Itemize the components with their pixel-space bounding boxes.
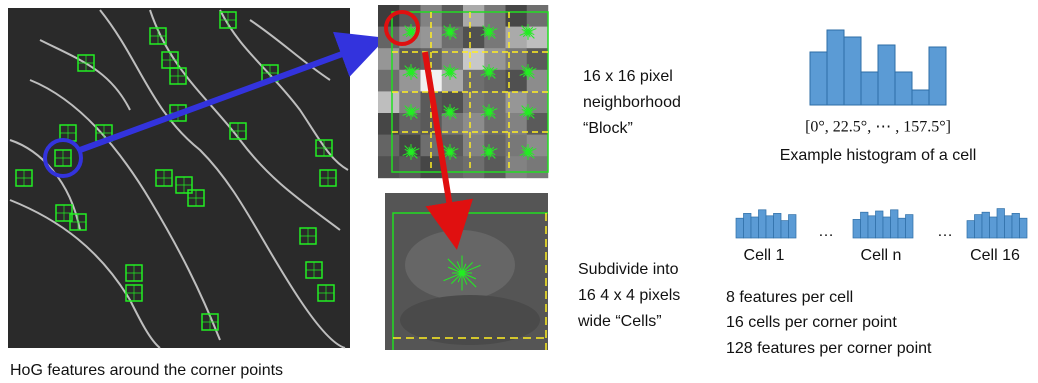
pixel xyxy=(463,70,485,92)
pixel xyxy=(527,5,549,27)
feature-text: 128 features per corner point xyxy=(726,340,932,357)
pixel xyxy=(378,70,400,92)
hist-bar xyxy=(1005,216,1013,238)
pixel xyxy=(463,27,485,49)
pixel xyxy=(527,156,549,178)
cell-label: Cell n xyxy=(861,247,902,264)
block-zoom xyxy=(378,5,548,178)
hist-bar xyxy=(997,209,1005,238)
hist-bar xyxy=(781,221,789,238)
pixel xyxy=(378,135,400,157)
hist-bar xyxy=(1012,213,1020,238)
hist-bar xyxy=(853,219,861,238)
hist-bar xyxy=(744,213,752,238)
cell-zoom xyxy=(385,193,548,350)
pixel xyxy=(378,156,400,178)
hist-bar xyxy=(898,218,906,238)
feature-text: 16 cells per corner point xyxy=(726,314,897,331)
label: neighborhood xyxy=(583,94,681,111)
hist-bar xyxy=(759,210,767,238)
hist-bar xyxy=(876,211,884,238)
hist-bar xyxy=(990,217,998,238)
pixel xyxy=(399,156,421,178)
hist-bar xyxy=(906,215,914,238)
pixel xyxy=(378,91,400,113)
hist-bar xyxy=(891,210,899,238)
hist-bar xyxy=(766,216,774,238)
hist-bar xyxy=(878,45,895,105)
caption: HoG features around the corner points xyxy=(10,362,283,379)
axis-label: [0°, 22.5°, ⋯ , 157.5°] xyxy=(805,119,951,136)
hist-bar xyxy=(1020,218,1028,238)
hist-bar xyxy=(810,52,827,105)
label: wide “Cells” xyxy=(577,313,662,330)
cell-label: Cell 1 xyxy=(744,247,785,264)
pixel xyxy=(463,5,485,27)
hist-bar xyxy=(736,218,744,238)
hist-bar xyxy=(929,47,946,105)
pixel xyxy=(463,156,485,178)
hist-bar xyxy=(751,217,759,238)
label: 16 4 x 4 pixels xyxy=(578,287,680,304)
hist-bar xyxy=(975,215,983,238)
label: 16 x 16 pixel xyxy=(583,68,673,85)
hist-bar xyxy=(861,72,878,105)
pixel xyxy=(463,91,485,113)
pixel xyxy=(484,5,506,27)
ellipsis: … xyxy=(937,223,953,240)
hist-bar xyxy=(868,216,876,238)
hist-bar xyxy=(967,221,975,238)
hist-bar xyxy=(895,72,912,105)
hist-bar xyxy=(844,37,861,105)
label: Subdivide into xyxy=(578,261,679,278)
pixel xyxy=(463,135,485,157)
corner-image xyxy=(8,8,350,348)
hist-bar xyxy=(912,90,929,105)
hist-bar xyxy=(827,30,844,105)
feature-text: 8 features per cell xyxy=(726,289,853,306)
label: “Block” xyxy=(583,120,633,137)
hist-bar xyxy=(861,212,869,238)
caption: Example histogram of a cell xyxy=(780,147,977,164)
ellipsis: … xyxy=(818,223,834,240)
hist-bar xyxy=(774,213,782,238)
figure: HoG features around the corner points 16… xyxy=(0,0,1038,383)
cell-label: Cell 16 xyxy=(970,247,1020,264)
pixel xyxy=(442,5,464,27)
hist-bar xyxy=(789,215,797,238)
hist-bar xyxy=(883,217,891,238)
hist-bar xyxy=(982,212,990,238)
pixel xyxy=(484,156,506,178)
